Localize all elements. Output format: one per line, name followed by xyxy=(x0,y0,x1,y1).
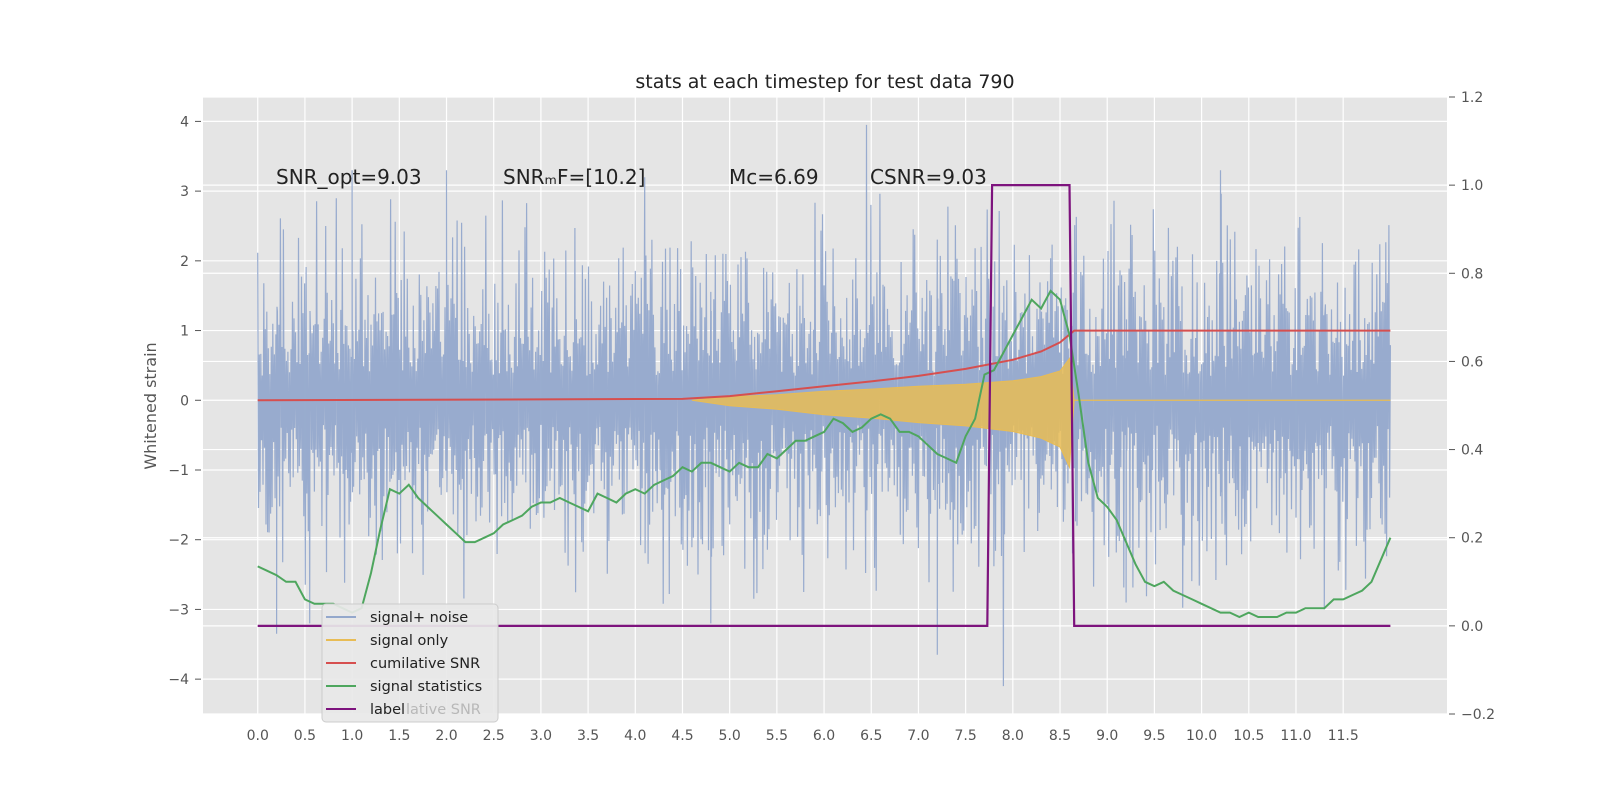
x-tick-label: 3.0 xyxy=(530,728,552,744)
y-tick-label: −2 xyxy=(168,533,189,549)
y-tick-label: 0 xyxy=(180,393,189,409)
x-tick-label: 3.5 xyxy=(577,728,599,744)
series-signal-noise xyxy=(257,124,1392,687)
y-tick-label: −3 xyxy=(168,602,189,618)
x-tick-label: 10.5 xyxy=(1233,728,1264,744)
legend-box xyxy=(321,603,499,723)
legend-label: signal only xyxy=(370,633,449,649)
y-tick-label: −4 xyxy=(168,672,189,688)
annotation-text: SNRₘF=[10.2] xyxy=(503,165,645,189)
series-signal-statistics xyxy=(257,289,1392,619)
y-tick-label: 3 xyxy=(180,184,189,200)
legend: lative SNR signal+ noise signal only cumila… xyxy=(321,603,499,723)
y2-tick-label: 1.0 xyxy=(1461,178,1483,194)
x-tick-label: 6.5 xyxy=(860,728,882,744)
legend-label: signal+ noise xyxy=(370,610,468,626)
x-tick-label: 4.5 xyxy=(671,728,693,744)
y-tick-label: 4 xyxy=(180,114,189,130)
annotation-text: SNR_opt=9.03 xyxy=(276,165,422,189)
annotation-text: Mᴄ=6.69 xyxy=(729,165,819,189)
x-tick-label: 9.0 xyxy=(1096,728,1118,744)
x-tick-label: 0.0 xyxy=(247,728,269,744)
y-tick-label: 1 xyxy=(180,324,189,340)
y-tick-label: −1 xyxy=(168,463,189,479)
x-tick-label: 6.0 xyxy=(813,728,835,744)
x-tick-label: 1.0 xyxy=(341,728,363,744)
legend-label: label xyxy=(370,702,405,718)
legend-label: cumilative SNR xyxy=(370,656,480,672)
legend-label: signal statistics xyxy=(370,679,482,695)
x-tick-label: 5.5 xyxy=(766,728,788,744)
y2-tick-label: 0.2 xyxy=(1461,531,1483,547)
y2-tick-label: −0.2 xyxy=(1461,707,1495,723)
series-layer xyxy=(257,124,1392,687)
x-tick-label: 5.0 xyxy=(719,728,741,744)
x-tick-label: 2.0 xyxy=(435,728,457,744)
x-tick-label: 8.5 xyxy=(1049,728,1071,744)
x-tick-label: 4.0 xyxy=(624,728,646,744)
x-tick-label: 0.5 xyxy=(294,728,316,744)
x-tick-label: 7.0 xyxy=(907,728,929,744)
y2-tick-label: 0.4 xyxy=(1461,443,1483,459)
axes-layer: 0.0 0.5 1.0 1.5 2.0 2.5 3.0 3.5 4.0 4.5 5.0 5.5 6.0 6… xyxy=(168,90,1495,744)
y-tick-label: 2 xyxy=(180,254,189,270)
annotations: SNR_opt=9.03 SNRₘF=[10.2] Mᴄ=6.69 CSNR=9.03 xyxy=(276,165,987,189)
x-tick-label: 8.0 xyxy=(1002,728,1024,744)
x-tick-label: 10.0 xyxy=(1186,728,1217,744)
series-cumulative-snr xyxy=(257,329,1391,402)
x-tick-label: 11.5 xyxy=(1328,728,1359,744)
x-tick-label: 7.5 xyxy=(955,728,977,744)
x-tick-label: 11.0 xyxy=(1280,728,1311,744)
annotation-text: CSNR=9.03 xyxy=(870,165,987,189)
y2-tick-label: 1.2 xyxy=(1461,90,1483,106)
y2-tick-label: 0.6 xyxy=(1461,354,1483,370)
y-axis-title: Whitened strain xyxy=(141,342,160,469)
x-tick-label: 9.5 xyxy=(1143,728,1165,744)
legend-ghost-text: lative SNR xyxy=(406,702,481,718)
series-label xyxy=(257,184,1391,628)
x-tick-label: 2.5 xyxy=(483,728,505,744)
x-tick-label: 1.5 xyxy=(388,728,410,744)
chart-title: stats at each timestep for test data 790 xyxy=(635,71,1014,93)
y2-tick-label: 0.8 xyxy=(1461,266,1483,282)
y2-tick-label: 0.0 xyxy=(1461,619,1483,635)
